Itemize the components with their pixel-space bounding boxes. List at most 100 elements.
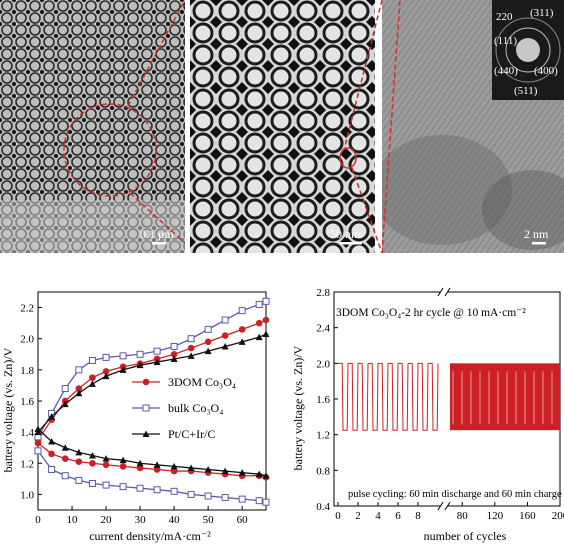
data-point xyxy=(119,456,127,464)
data-point xyxy=(102,461,110,469)
data-point xyxy=(142,430,150,437)
data-point xyxy=(153,358,161,366)
data-point xyxy=(255,470,263,478)
x-axis-label-2: number of cycles xyxy=(424,529,507,543)
x-tick-label-2: 4 xyxy=(375,510,381,522)
data-point xyxy=(119,366,127,373)
data-point xyxy=(238,338,246,345)
cycling-chart: 0.4 0.8 1.2 1.6 2.0 2.4 2.8 0 2 4 6 8 80 120 160 200 3D… xyxy=(291,287,564,543)
x-axis-label-1: current density/mA·cm⁻² xyxy=(89,529,211,543)
data-point xyxy=(187,344,195,352)
cycle-trace-1 xyxy=(338,362,439,431)
axis-break-mark xyxy=(437,287,444,297)
series-line-charge xyxy=(37,300,267,438)
data-point xyxy=(262,297,270,305)
data-point xyxy=(170,467,178,475)
saed-label-400: (400) xyxy=(534,65,558,77)
x-tick-label-2: 200 xyxy=(552,510,564,522)
data-point xyxy=(102,455,110,462)
saed-label-220: 220 xyxy=(496,11,513,23)
x-tick-label-2: 2 xyxy=(355,510,361,522)
data-point xyxy=(262,316,270,324)
data-point xyxy=(119,483,127,491)
legend-label: bulk Co₃O₄ xyxy=(168,401,223,415)
data-point xyxy=(204,347,212,355)
data-point xyxy=(221,467,229,475)
data-point xyxy=(221,332,229,339)
data-point xyxy=(262,330,270,338)
data-point xyxy=(61,444,69,451)
axis-break-mark xyxy=(444,287,451,297)
data-point xyxy=(136,350,144,358)
data-point xyxy=(75,385,83,392)
data-point xyxy=(170,462,178,470)
data-point xyxy=(136,464,144,472)
data-point xyxy=(204,492,212,500)
y-axis-label-1: battery voltage (vs. Zn)/V xyxy=(1,347,15,472)
data-point xyxy=(119,352,127,360)
saed-label-511: (511) xyxy=(514,85,538,97)
data-point xyxy=(153,347,161,355)
data-point xyxy=(255,333,263,341)
data-point xyxy=(102,368,110,375)
data-point xyxy=(61,472,69,480)
x-tick-label-2: 160 xyxy=(519,510,536,522)
y-tick-label-2: 0.8 xyxy=(316,465,330,477)
x-tick-label-2: 120 xyxy=(487,510,504,522)
legend-label: 3DOM Co₃O₄ xyxy=(168,375,236,389)
data-point xyxy=(136,361,144,369)
data-point xyxy=(221,494,229,502)
data-point xyxy=(48,466,56,474)
data-point xyxy=(187,352,195,359)
data-point xyxy=(187,335,195,343)
data-point xyxy=(153,486,161,494)
hrtem-image-drawing: 220 (311) (111) (400) (440) (511) 2 nm xyxy=(382,0,564,253)
data-point xyxy=(75,458,83,466)
y-tick-label-1: 1.6 xyxy=(20,396,34,408)
series-line-discharge xyxy=(37,428,267,477)
hrtem-image: 220 (311) (111) (400) (440) (511) 2 nm xyxy=(382,0,564,253)
y-tick-label-2: 1.6 xyxy=(316,394,330,406)
plot-frame-1 xyxy=(37,291,267,511)
series-line-discharge xyxy=(37,442,267,478)
data-point xyxy=(48,450,55,458)
data-point xyxy=(153,461,161,468)
data-point xyxy=(255,300,263,308)
axis-break-mask xyxy=(440,288,448,296)
data-point xyxy=(75,366,83,374)
x-tick-label-2: 80 xyxy=(457,510,469,522)
x-tick-label-1: 10 xyxy=(67,514,79,526)
x-tick-label-1: 50 xyxy=(203,514,215,526)
axis-break-mark xyxy=(444,501,451,511)
data-point xyxy=(255,497,263,505)
y-tick-label-1: 2.0 xyxy=(20,334,34,346)
tem-image-low-mag-drawing: 0.1 μm xyxy=(0,0,185,253)
y-tick-label-1: 1.0 xyxy=(20,489,34,501)
data-point xyxy=(88,480,96,488)
data-point xyxy=(75,389,83,397)
data-point xyxy=(238,326,246,333)
y-tick-label-2: 2.8 xyxy=(316,287,330,299)
data-point xyxy=(238,495,246,503)
data-point xyxy=(204,325,212,333)
y-tick-label-1: 2.2 xyxy=(20,303,34,315)
y-tick-label-2: 0.4 xyxy=(316,501,330,513)
data-point xyxy=(238,469,246,476)
data-point xyxy=(61,455,69,462)
data-point xyxy=(170,350,178,358)
data-point xyxy=(262,472,270,479)
y-tick-label-1: 1.8 xyxy=(20,365,34,377)
x-tick-label-1: 40 xyxy=(169,514,181,526)
data-point xyxy=(61,385,69,393)
series-line-charge xyxy=(37,333,267,433)
x-tick-label-2: 0 xyxy=(335,510,341,522)
data-point xyxy=(89,459,96,467)
data-point xyxy=(136,459,144,467)
cycling-chart-title: 3DOM Co₃O₄-2 hr cycle @ 10 mA·cm⁻² xyxy=(336,307,526,319)
data-point xyxy=(204,466,212,473)
scalebar-label-3: 2 nm xyxy=(524,227,549,241)
data-point xyxy=(75,448,83,456)
x-tick-label-1: 20 xyxy=(101,514,113,526)
data-point xyxy=(61,400,69,408)
scalebar-label-1: 0.1 μm xyxy=(140,227,174,241)
